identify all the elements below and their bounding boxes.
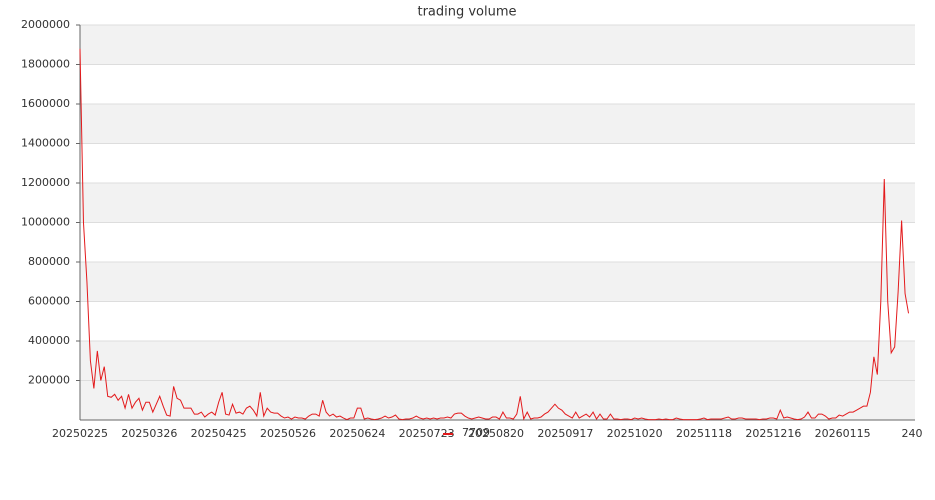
x-tick-label: 20250326 xyxy=(121,427,177,440)
y-tick-label: 1000000 xyxy=(21,216,70,229)
chart-title: trading volume xyxy=(417,5,516,20)
grid-band xyxy=(80,183,915,223)
y-tick-label: 2000000 xyxy=(21,18,70,31)
x-tick-label: 20250425 xyxy=(191,427,247,440)
x-tick-label: 240 xyxy=(902,427,923,440)
y-tick-label: 1600000 xyxy=(21,97,70,110)
y-tick-label: 200000 xyxy=(28,374,70,387)
x-tick-label: 20251118 xyxy=(676,427,732,440)
grid-band xyxy=(80,104,915,144)
grid-band xyxy=(80,380,915,420)
grid-band xyxy=(80,262,915,302)
x-tick-label: 20250225 xyxy=(52,427,108,440)
x-tick-label: 20251216 xyxy=(745,427,801,440)
y-tick-label: 1400000 xyxy=(21,137,70,150)
y-tick-label: 800000 xyxy=(28,255,70,268)
x-tick-label: 20250917 xyxy=(537,427,593,440)
x-tick-label: 20250624 xyxy=(329,427,385,440)
x-tick-label: 20250820 xyxy=(468,427,524,440)
y-tick-label: 1200000 xyxy=(21,176,70,189)
grid-band xyxy=(80,25,915,65)
grid-band xyxy=(80,341,915,381)
y-tick-label: 400000 xyxy=(28,334,70,347)
x-tick-label: 20250723 xyxy=(399,427,455,440)
line-series xyxy=(79,48,910,421)
legend-label: 7709 xyxy=(462,426,490,439)
x-tick-label: 20250526 xyxy=(260,427,316,440)
y-tick-label: 600000 xyxy=(28,295,70,308)
x-tick-label: 20251020 xyxy=(607,427,663,440)
x-tick-label: 20260115 xyxy=(815,427,871,440)
y-tick-label: 1800000 xyxy=(21,58,70,71)
